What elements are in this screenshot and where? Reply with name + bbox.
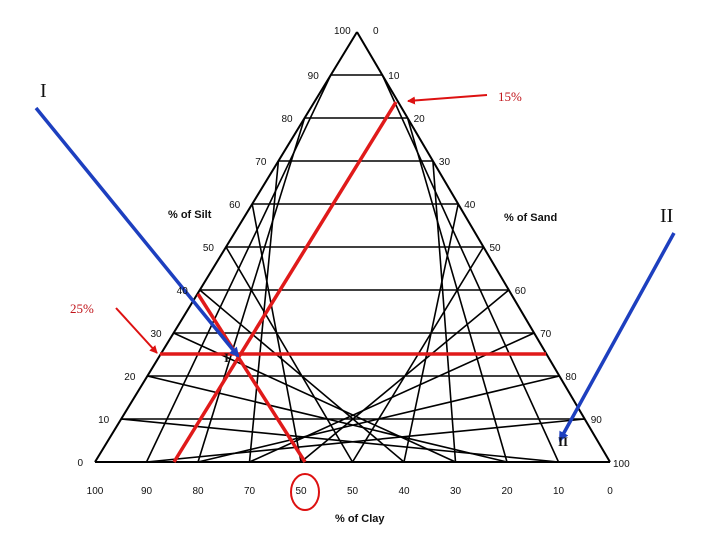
silt-tick-label: 0 — [77, 458, 83, 469]
sand-tick-label: 80 — [565, 372, 577, 383]
point-one-label: I — [224, 350, 229, 365]
silt-callout-label: 25% — [70, 301, 94, 316]
silt-tick-label: 70 — [255, 157, 267, 168]
silt-tick-label: 40 — [177, 286, 189, 297]
sand-callout-label: 15% — [498, 89, 522, 104]
silt-tick-label: 50 — [203, 243, 215, 254]
clay-tick-label: 50 — [295, 486, 307, 497]
clay-tick-label: 20 — [501, 486, 513, 497]
silt-axis-title: % of Silt — [168, 209, 212, 221]
arrow-one-label: I — [40, 80, 47, 102]
sand-axis-title: % of Sand — [504, 212, 557, 224]
silt-tick-label: 10 — [98, 415, 110, 426]
arrow-to-point-two — [558, 232, 676, 442]
sand-tick-label: 40 — [464, 200, 476, 211]
grid-line-diagonal — [432, 160, 457, 463]
sand-tick-label: 70 — [540, 329, 552, 340]
clay-axis-title: % of Clay — [335, 513, 385, 525]
clay-tick-label: 80 — [192, 486, 204, 497]
silt-tick-label: 90 — [308, 71, 320, 82]
triangle-grid — [94, 31, 611, 463]
sand-tick-label: 30 — [439, 157, 451, 168]
clay-50-line — [196, 293, 307, 463]
silt-tick-label: 20 — [124, 372, 136, 383]
highlight-lines — [160, 101, 546, 463]
sand-tick-label: 50 — [490, 243, 502, 254]
sand-tick-label: 60 — [515, 286, 527, 297]
silt-callout-arrow — [115, 307, 158, 354]
sand-tick-label: 20 — [414, 114, 426, 125]
clay-tick-label: 30 — [450, 486, 462, 497]
sand-tick-label: 10 — [388, 71, 400, 82]
clay-tick-label: 100 — [87, 486, 104, 497]
silt-tick-label: 80 — [281, 114, 293, 125]
grid-line-diagonal — [406, 117, 508, 463]
clay-tick-label: 40 — [398, 486, 410, 497]
arrow-to-point-one — [34, 106, 240, 358]
clay-50-circle — [290, 473, 320, 511]
clay-tick-label: 0 — [607, 486, 613, 497]
sand-tick-label: 90 — [591, 415, 603, 426]
point-two-label: II — [558, 434, 568, 449]
clay-tick-label: 10 — [553, 486, 565, 497]
tick-labels: 9080706050403020100102030405060708090100… — [77, 71, 613, 497]
grid-line-diagonal — [381, 74, 560, 463]
silt-tick-label: 30 — [150, 329, 162, 340]
sand-callout-arrow — [407, 94, 488, 105]
apex-label-left: 100 — [334, 26, 351, 37]
sand-15-line — [172, 101, 398, 463]
silt-tick-label: 60 — [229, 200, 241, 211]
clay-tick-label: 70 — [244, 486, 256, 497]
arrow-two-label: II — [660, 205, 673, 227]
apex-label-right: 0 — [373, 26, 379, 37]
clay-tick-label: 50 — [347, 486, 359, 497]
right-corner-label: 100 — [613, 459, 630, 470]
clay-tick-label: 90 — [141, 486, 153, 497]
